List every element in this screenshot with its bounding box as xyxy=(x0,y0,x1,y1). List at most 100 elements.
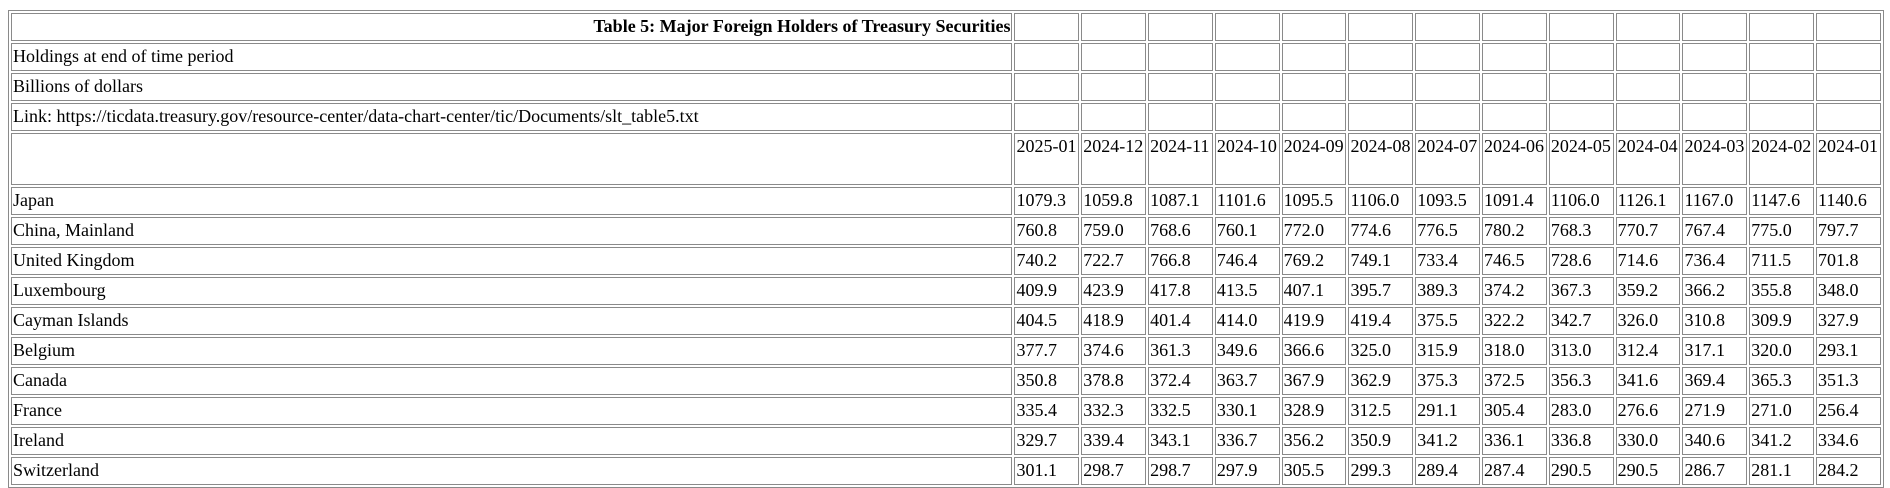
period-header: 2024-03 xyxy=(1682,133,1748,185)
holding-value: 293.1 xyxy=(1816,337,1881,365)
holding-value: 332.3 xyxy=(1081,397,1147,425)
table-row: Cayman Islands 404.5 418.9 401.4 414.0 419.9 4… xyxy=(11,307,1881,335)
holding-value: 1079.3 xyxy=(1014,187,1080,215)
holding-value: 374.6 xyxy=(1081,337,1147,365)
empty-cell xyxy=(1081,73,1147,101)
period-header: 2024-12 xyxy=(1081,133,1147,185)
holding-value: 341.6 xyxy=(1615,367,1681,395)
holding-value: 1106.0 xyxy=(1548,187,1614,215)
empty-cell xyxy=(1148,13,1213,41)
empty-cell xyxy=(1682,103,1748,131)
holding-value: 766.8 xyxy=(1148,247,1213,275)
empty-cell xyxy=(1148,73,1213,101)
country-name: Japan xyxy=(11,187,1013,215)
holding-value: 769.2 xyxy=(1281,247,1347,275)
empty-cell xyxy=(1281,103,1347,131)
holding-value: 372.4 xyxy=(1148,367,1213,395)
holding-value: 367.3 xyxy=(1548,277,1614,305)
holding-value: 351.3 xyxy=(1816,367,1881,395)
empty-cell xyxy=(1749,13,1815,41)
holding-value: 317.1 xyxy=(1682,337,1748,365)
table-row: Belgium 377.7 374.6 361.3 349.6 366.6 325.0 315… xyxy=(11,337,1881,365)
holding-value: 332.5 xyxy=(1148,397,1213,425)
empty-cell xyxy=(1615,13,1681,41)
country-name: Luxembourg xyxy=(11,277,1013,305)
holding-value: 348.0 xyxy=(1816,277,1881,305)
table-note: Holdings at end of time period xyxy=(11,43,1013,71)
holding-value: 1101.6 xyxy=(1214,187,1280,215)
holding-value: 336.7 xyxy=(1214,427,1280,455)
holding-value: 417.8 xyxy=(1148,277,1213,305)
holding-value: 733.4 xyxy=(1415,247,1481,275)
table-row: France 335.4 332.3 332.5 330.1 328.9 312.5 291.… xyxy=(11,397,1881,425)
holding-value: 271.9 xyxy=(1682,397,1748,425)
holders-table: Table 5: Major Foreign Holders of Treasu… xyxy=(8,10,1884,488)
holding-value: 366.2 xyxy=(1682,277,1748,305)
holding-value: 286.7 xyxy=(1682,457,1748,485)
holding-value: 342.7 xyxy=(1548,307,1614,335)
empty-cell xyxy=(1482,103,1547,131)
holding-value: 297.9 xyxy=(1214,457,1280,485)
table-row: Luxembourg 409.9 423.9 417.8 413.5 407.1 395.7… xyxy=(11,277,1881,305)
country-name: China, Mainland xyxy=(11,217,1013,245)
holding-value: 1087.1 xyxy=(1148,187,1213,215)
holding-value: 722.7 xyxy=(1081,247,1147,275)
table-title: Table 5: Major Foreign Holders of Treasu… xyxy=(11,13,1013,41)
empty-cell xyxy=(1548,43,1614,71)
empty-cell xyxy=(1482,13,1547,41)
note-row: Holdings at end of time period xyxy=(11,43,1881,71)
empty-cell xyxy=(1415,73,1481,101)
holding-value: 409.9 xyxy=(1014,277,1080,305)
holding-value: 350.9 xyxy=(1348,427,1414,455)
empty-cell xyxy=(1148,43,1213,71)
holding-value: 1167.0 xyxy=(1682,187,1748,215)
empty-cell xyxy=(1214,103,1280,131)
holding-value: 336.8 xyxy=(1548,427,1614,455)
holding-value: 341.2 xyxy=(1415,427,1481,455)
holding-value: 418.9 xyxy=(1081,307,1147,335)
empty-cell xyxy=(1014,43,1080,71)
table-row: Ireland 329.7 339.4 343.1 336.7 356.2 350.9 341… xyxy=(11,427,1881,455)
holding-value: 281.1 xyxy=(1749,457,1815,485)
table-row: Switzerland 301.1 298.7 298.7 297.9 305.5 299.… xyxy=(11,457,1881,485)
holding-value: 359.2 xyxy=(1615,277,1681,305)
holding-value: 378.8 xyxy=(1081,367,1147,395)
empty-cell xyxy=(1749,43,1815,71)
empty-cell xyxy=(1548,13,1614,41)
holding-value: 776.5 xyxy=(1415,217,1481,245)
holding-value: 309.9 xyxy=(1749,307,1815,335)
holding-value: 401.4 xyxy=(1148,307,1213,335)
holding-value: 1095.5 xyxy=(1281,187,1347,215)
empty-cell xyxy=(1816,103,1881,131)
empty-cell xyxy=(1415,13,1481,41)
empty-cell xyxy=(1014,13,1080,41)
period-header: 2024-02 xyxy=(1749,133,1815,185)
holding-value: 290.5 xyxy=(1615,457,1681,485)
period-header: 2024-09 xyxy=(1281,133,1347,185)
holding-value: 362.9 xyxy=(1348,367,1414,395)
holding-value: 728.6 xyxy=(1548,247,1614,275)
period-header: 2024-01 xyxy=(1816,133,1881,185)
holding-value: 414.0 xyxy=(1214,307,1280,335)
holding-value: 775.0 xyxy=(1749,217,1815,245)
holding-value: 290.5 xyxy=(1548,457,1614,485)
title-row: Table 5: Major Foreign Holders of Treasu… xyxy=(11,13,1881,41)
holding-value: 320.0 xyxy=(1749,337,1815,365)
holding-value: 339.4 xyxy=(1081,427,1147,455)
holding-value: 315.9 xyxy=(1415,337,1481,365)
holding-value: 395.7 xyxy=(1348,277,1414,305)
period-header: 2024-05 xyxy=(1548,133,1614,185)
holding-value: 325.0 xyxy=(1348,337,1414,365)
holding-value: 419.4 xyxy=(1348,307,1414,335)
holding-value: 404.5 xyxy=(1014,307,1080,335)
holding-value: 375.5 xyxy=(1415,307,1481,335)
empty-cell xyxy=(1816,73,1881,101)
holding-value: 375.3 xyxy=(1415,367,1481,395)
note-row: Link: https://ticdata.treasury.gov/resou… xyxy=(11,103,1881,131)
country-name: Belgium xyxy=(11,337,1013,365)
empty-cell xyxy=(1281,73,1347,101)
holding-value: 419.9 xyxy=(1281,307,1347,335)
empty-cell xyxy=(1615,103,1681,131)
holding-value: 740.2 xyxy=(1014,247,1080,275)
holding-value: 328.9 xyxy=(1281,397,1347,425)
